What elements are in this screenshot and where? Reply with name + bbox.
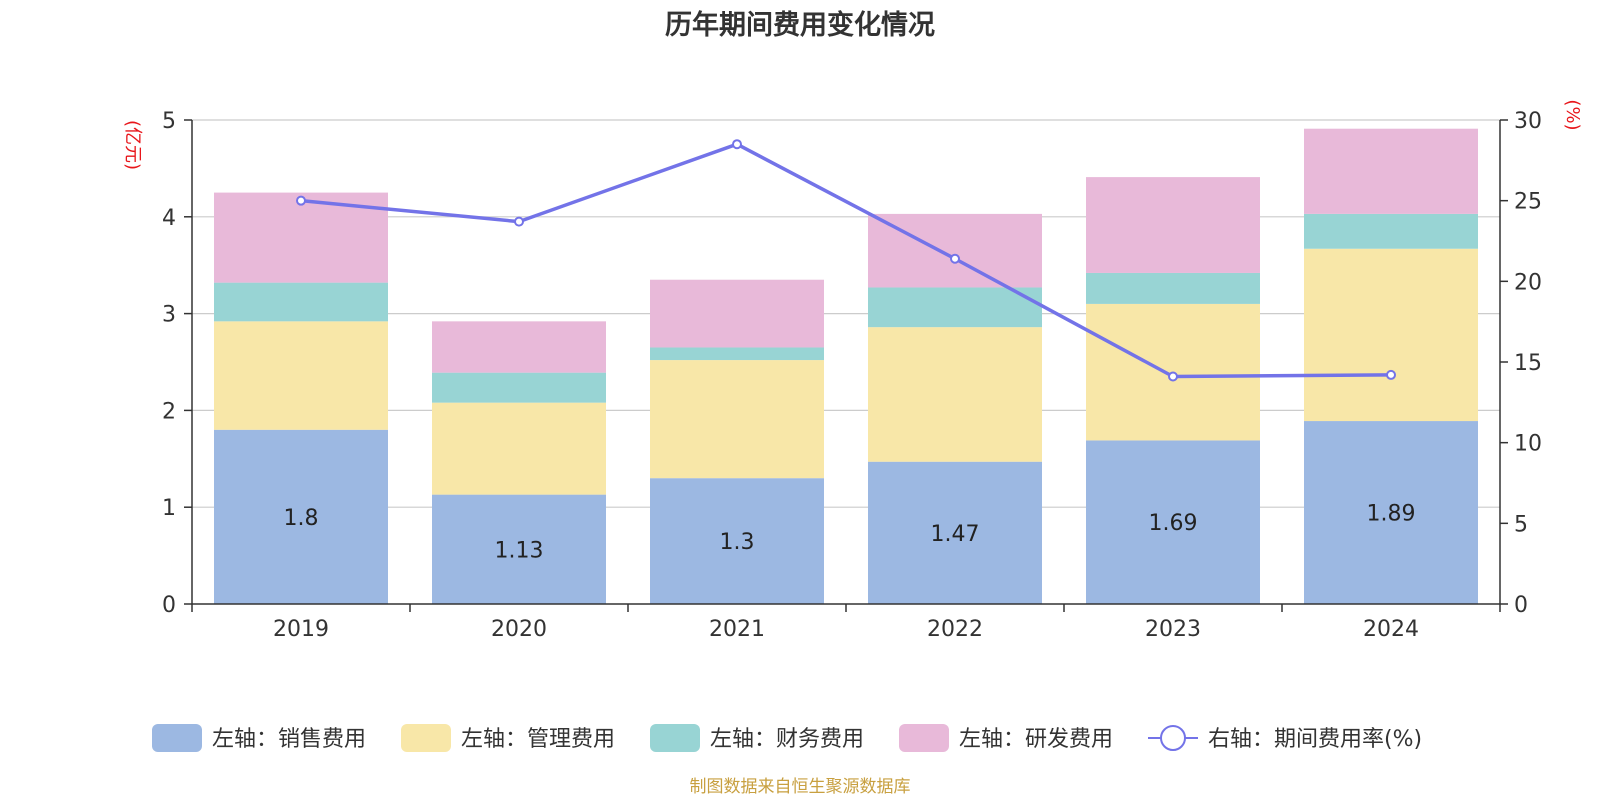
legend-line-marker <box>1160 725 1186 751</box>
bar-value-label: 1.3 <box>720 530 755 555</box>
bar-value-label: 1.8 <box>284 506 319 531</box>
bar-segment <box>432 372 606 403</box>
bar-segment <box>214 429 388 604</box>
rate-line <box>296 139 1396 382</box>
rate-point <box>732 139 742 150</box>
x-tick-label: 2019 <box>273 617 329 642</box>
bar-segment <box>868 213 1042 288</box>
legend-swatch <box>899 724 949 752</box>
bar-segment <box>1304 128 1478 214</box>
bar-segment <box>1304 248 1478 422</box>
bar-labels: 1.8 1.13 1.3 1.47 1.69 1.89 <box>284 502 1416 564</box>
chart-title: 历年期间费用变化情况 <box>665 9 935 41</box>
x-tick-label: 2020 <box>491 617 547 642</box>
bar-segment <box>868 287 1042 328</box>
bar-segment <box>650 347 824 361</box>
axes: 0 1 2 3 4 5 0 5 10 15 20 25 30 2019 2020 2021 2022 2023 20… <box>162 109 1542 642</box>
left-tick-label: 2 <box>162 399 176 424</box>
bar-segment <box>432 321 606 373</box>
bar-value-label: 1.13 <box>495 538 544 563</box>
legend-label: 左轴：管理费用 <box>461 727 615 752</box>
bar-segment <box>650 360 824 479</box>
bar-segment <box>868 327 1042 462</box>
bar-segment <box>650 279 824 348</box>
grid-lines <box>192 119 1500 508</box>
bar-segment <box>868 461 1042 604</box>
legend-swatch <box>401 724 451 752</box>
left-axis-unit: (亿元) <box>122 120 143 170</box>
bar-segment <box>1304 421 1478 604</box>
left-tick-label: 5 <box>162 109 176 134</box>
right-axis-unit: (%) <box>1562 99 1583 130</box>
source-note: 制图数据来自恒生聚源数据库 <box>690 777 911 797</box>
bar-value-label: 1.89 <box>1367 502 1416 527</box>
rate-point <box>1168 371 1178 382</box>
bar-value-label: 1.69 <box>1149 511 1198 536</box>
rate-point <box>296 195 306 206</box>
rate-point <box>1386 369 1396 380</box>
x-tick-label: 2021 <box>709 617 765 642</box>
right-tick-label: 15 <box>1514 351 1542 376</box>
right-tick-label: 25 <box>1514 190 1542 215</box>
bar-value-label: 1.47 <box>931 522 980 547</box>
bar-segment <box>1086 177 1260 273</box>
legend-label: 左轴：财务费用 <box>710 727 864 752</box>
legend: 左轴：销售费用 左轴：管理费用 左轴：财务费用 左轴：研发费用 右轴：期间费用率(%) <box>152 724 1422 752</box>
left-tick-label: 4 <box>162 206 176 231</box>
rate-line-path <box>300 142 1392 379</box>
legend-label: 左轴：研发费用 <box>959 727 1113 752</box>
bar-segment <box>1304 213 1478 249</box>
legend-label: 右轴：期间费用率(%) <box>1208 727 1422 752</box>
legend-swatch <box>650 724 700 752</box>
x-tick-label: 2022 <box>927 617 983 642</box>
rate-point <box>950 253 960 264</box>
rate-point <box>514 216 524 227</box>
right-tick-label: 0 <box>1514 593 1528 618</box>
x-tick-label: 2023 <box>1145 617 1201 642</box>
left-tick-label: 3 <box>162 303 176 328</box>
right-tick-label: 20 <box>1514 270 1542 295</box>
legend-label: 左轴：销售费用 <box>212 727 366 752</box>
x-tick-label: 2024 <box>1363 617 1419 642</box>
bar-segment <box>432 402 606 495</box>
bar-segment <box>432 494 606 604</box>
bar-segment <box>1086 272 1260 304</box>
bar-segment <box>214 282 388 322</box>
bar-segment <box>650 478 824 604</box>
right-tick-label: 30 <box>1514 109 1542 134</box>
bar-segment <box>214 321 388 430</box>
left-tick-label: 0 <box>162 593 176 618</box>
bar-segment <box>1086 440 1260 604</box>
bars <box>214 128 1478 604</box>
right-tick-label: 5 <box>1514 512 1528 537</box>
right-tick-label: 10 <box>1514 432 1542 457</box>
left-tick-label: 1 <box>162 496 176 521</box>
legend-swatch <box>152 724 202 752</box>
